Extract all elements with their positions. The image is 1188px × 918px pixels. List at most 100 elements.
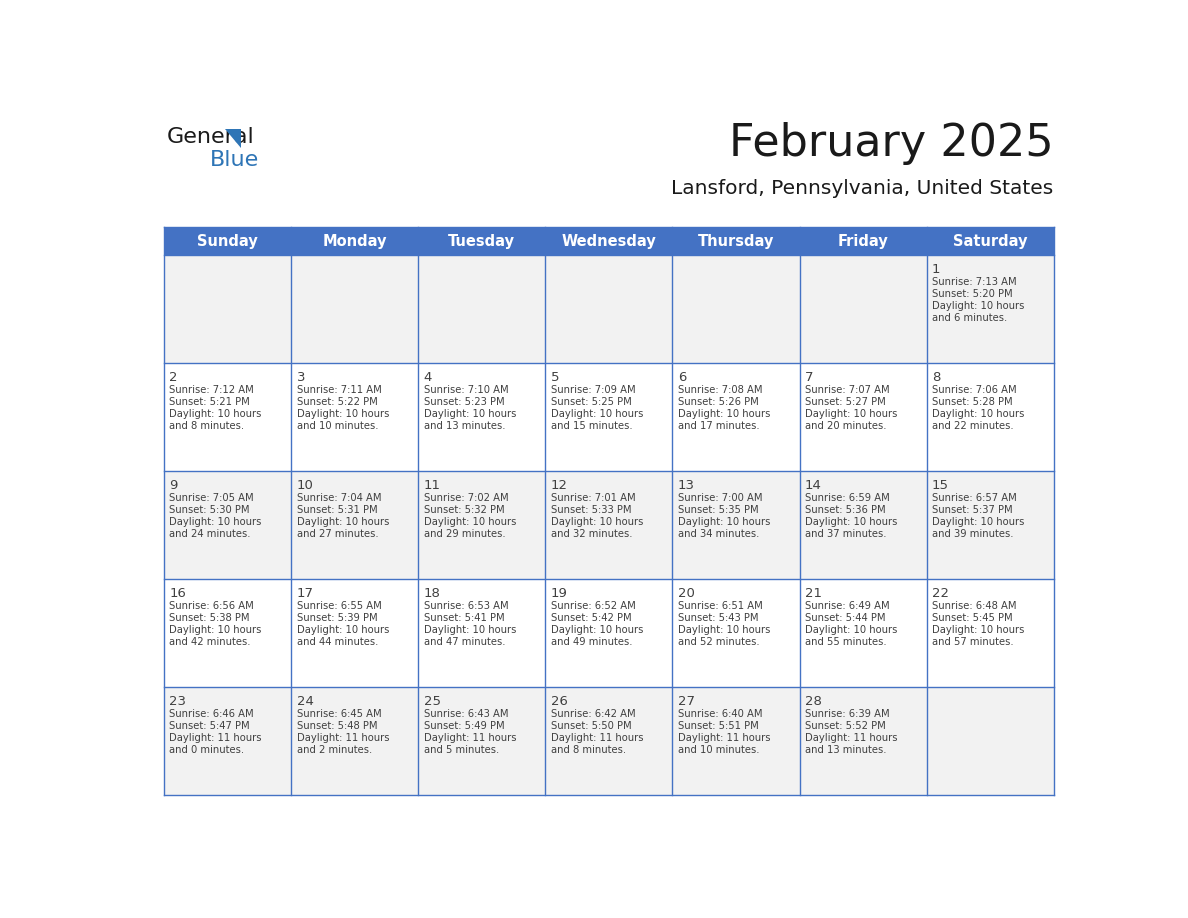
Text: Sunrise: 6:48 AM: Sunrise: 6:48 AM [933,601,1017,611]
Text: Sunset: 5:50 PM: Sunset: 5:50 PM [551,722,631,731]
Text: Sunrise: 7:00 AM: Sunrise: 7:00 AM [678,493,763,503]
Text: Sunset: 5:32 PM: Sunset: 5:32 PM [424,505,504,515]
Text: Sunset: 5:37 PM: Sunset: 5:37 PM [933,505,1012,515]
Text: Sunrise: 6:42 AM: Sunrise: 6:42 AM [551,709,636,719]
Bar [545,688,672,796]
Text: Sunrise: 7:05 AM: Sunrise: 7:05 AM [170,493,254,503]
Bar [418,471,545,579]
Text: Daylight: 10 hours: Daylight: 10 hours [170,517,261,527]
Text: 17: 17 [297,588,314,600]
Text: Sunset: 5:21 PM: Sunset: 5:21 PM [170,397,251,407]
Text: Sunset: 5:51 PM: Sunset: 5:51 PM [678,722,759,731]
Bar [672,688,800,796]
Text: Daylight: 10 hours: Daylight: 10 hours [678,625,770,635]
Text: and 5 minutes.: and 5 minutes. [424,745,499,756]
Text: Sunset: 5:42 PM: Sunset: 5:42 PM [551,613,631,623]
Text: and 10 minutes.: and 10 minutes. [297,421,378,431]
Text: 24: 24 [297,695,314,708]
Text: Friday: Friday [838,234,889,249]
Bar [164,227,1054,255]
Text: Sunrise: 6:53 AM: Sunrise: 6:53 AM [424,601,508,611]
Text: and 34 minutes.: and 34 minutes. [678,530,759,540]
Text: 21: 21 [805,588,822,600]
Text: and 49 minutes.: and 49 minutes. [551,637,632,647]
Bar [291,364,418,471]
Text: Sunset: 5:31 PM: Sunset: 5:31 PM [297,505,377,515]
Text: and 29 minutes.: and 29 minutes. [424,530,505,540]
Bar [545,471,672,579]
Text: Daylight: 10 hours: Daylight: 10 hours [297,625,388,635]
Text: Sunrise: 6:46 AM: Sunrise: 6:46 AM [170,709,254,719]
Text: Sunday: Sunday [197,234,258,249]
Text: Sunset: 5:44 PM: Sunset: 5:44 PM [805,613,885,623]
Text: General: General [168,127,255,147]
Text: 19: 19 [551,588,568,600]
Text: Sunrise: 7:12 AM: Sunrise: 7:12 AM [170,385,254,395]
Text: Sunrise: 6:40 AM: Sunrise: 6:40 AM [678,709,763,719]
Text: Sunrise: 6:57 AM: Sunrise: 6:57 AM [933,493,1017,503]
Text: 28: 28 [805,695,822,708]
Text: Sunrise: 7:07 AM: Sunrise: 7:07 AM [805,385,890,395]
Bar [291,579,418,688]
Text: Lansford, Pennsylvania, United States: Lansford, Pennsylvania, United States [671,179,1054,198]
Text: Daylight: 10 hours: Daylight: 10 hours [805,625,897,635]
Text: 27: 27 [678,695,695,708]
Text: Sunset: 5:22 PM: Sunset: 5:22 PM [297,397,378,407]
Bar [545,255,672,364]
Text: Daylight: 11 hours: Daylight: 11 hours [551,733,643,744]
Text: Sunrise: 7:08 AM: Sunrise: 7:08 AM [678,385,763,395]
Text: Blue: Blue [210,150,259,170]
Text: Sunset: 5:38 PM: Sunset: 5:38 PM [170,613,249,623]
Text: Sunset: 5:30 PM: Sunset: 5:30 PM [170,505,249,515]
Bar [800,364,927,471]
Text: and 27 minutes.: and 27 minutes. [297,530,378,540]
Text: Sunrise: 6:39 AM: Sunrise: 6:39 AM [805,709,890,719]
Text: and 57 minutes.: and 57 minutes. [933,637,1013,647]
Text: 26: 26 [551,695,568,708]
Text: and 2 minutes.: and 2 minutes. [297,745,372,756]
Text: and 52 minutes.: and 52 minutes. [678,637,759,647]
Text: Sunrise: 6:56 AM: Sunrise: 6:56 AM [170,601,254,611]
Bar [800,255,927,364]
Bar [800,688,927,796]
Text: and 20 minutes.: and 20 minutes. [805,421,886,431]
Text: Wednesday: Wednesday [562,234,656,249]
Text: Daylight: 10 hours: Daylight: 10 hours [297,517,388,527]
Text: and 6 minutes.: and 6 minutes. [933,313,1007,323]
Text: Sunset: 5:43 PM: Sunset: 5:43 PM [678,613,758,623]
Text: Sunset: 5:20 PM: Sunset: 5:20 PM [933,289,1012,299]
Bar [164,688,291,796]
Text: Sunrise: 6:43 AM: Sunrise: 6:43 AM [424,709,508,719]
Bar [927,688,1054,796]
Text: 1: 1 [933,263,941,276]
Text: Sunset: 5:49 PM: Sunset: 5:49 PM [424,722,504,731]
Text: Daylight: 10 hours: Daylight: 10 hours [933,625,1024,635]
Text: and 8 minutes.: and 8 minutes. [551,745,626,756]
Bar [927,364,1054,471]
Bar [418,579,545,688]
Text: 13: 13 [678,479,695,492]
Text: Sunset: 5:25 PM: Sunset: 5:25 PM [551,397,632,407]
Text: 6: 6 [678,371,687,384]
Text: 7: 7 [805,371,814,384]
Text: Monday: Monday [322,234,387,249]
Bar [291,688,418,796]
Text: Daylight: 10 hours: Daylight: 10 hours [424,409,516,420]
Text: 5: 5 [551,371,560,384]
Text: Sunrise: 7:01 AM: Sunrise: 7:01 AM [551,493,636,503]
Text: Daylight: 10 hours: Daylight: 10 hours [170,625,261,635]
Text: Sunrise: 6:52 AM: Sunrise: 6:52 AM [551,601,636,611]
Polygon shape [225,129,241,148]
Text: Sunrise: 7:04 AM: Sunrise: 7:04 AM [297,493,381,503]
Text: 3: 3 [297,371,305,384]
Text: 25: 25 [424,695,441,708]
Text: 18: 18 [424,588,441,600]
Text: Daylight: 10 hours: Daylight: 10 hours [805,517,897,527]
Text: Sunset: 5:45 PM: Sunset: 5:45 PM [933,613,1012,623]
Bar [164,471,291,579]
Text: Daylight: 10 hours: Daylight: 10 hours [424,625,516,635]
Bar [545,364,672,471]
Text: and 39 minutes.: and 39 minutes. [933,530,1013,540]
Text: and 0 minutes.: and 0 minutes. [170,745,245,756]
Text: and 10 minutes.: and 10 minutes. [678,745,759,756]
